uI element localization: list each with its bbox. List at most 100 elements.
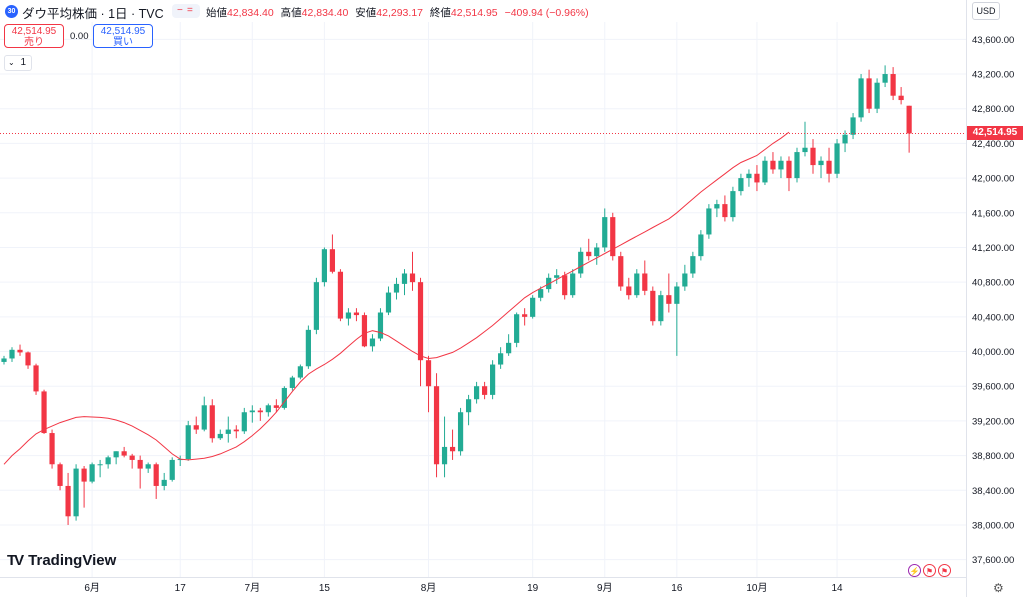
candle: [722, 195, 728, 222]
candle: [441, 416, 448, 478]
candle-body: [754, 173, 760, 183]
candle-body: [802, 147, 808, 153]
candle: [81, 466, 87, 508]
candle-body: [97, 464, 103, 466]
price-chart[interactable]: [0, 0, 966, 577]
candle: [417, 277, 424, 387]
candle-body: [137, 459, 143, 469]
candle-body: [441, 446, 448, 465]
candle: [217, 429, 223, 440]
candle-body: [794, 152, 800, 179]
candle-body: [626, 286, 632, 296]
candle-body: [850, 117, 856, 135]
candle: [161, 472, 167, 491]
candle: [770, 152, 776, 174]
candle: [17, 344, 23, 356]
sell-button[interactable]: 42,514.95 売り: [4, 24, 64, 48]
candle: [49, 429, 55, 469]
candle-body: [185, 425, 191, 460]
candle: [401, 269, 408, 296]
candle-body: [482, 386, 488, 395]
candle-body: [193, 425, 199, 430]
x-tick-label: 9月: [597, 582, 613, 594]
time-axis[interactable]: [0, 577, 966, 598]
symbol-title[interactable]: ダウ平均株価 · 1日 · TVC: [22, 7, 164, 21]
settings-gear-icon[interactable]: ⚙: [993, 581, 1004, 595]
y-tick-label: 39,200.00: [972, 416, 1014, 427]
candle: [826, 147, 832, 183]
candle: [698, 230, 704, 261]
candle-body: [401, 273, 408, 284]
x-tick-label: 7月: [245, 582, 261, 594]
price-axis-labels: 43,600.00 43,200.00 42,800.00 42,400.00 42,0…: [972, 35, 1014, 566]
candle: [522, 308, 528, 326]
candle: [586, 238, 592, 261]
candle-body: [858, 78, 864, 118]
buy-button[interactable]: 42,514.95 買い: [93, 24, 153, 48]
candle-body: [161, 479, 167, 486]
chevron-down-icon: ⌄: [8, 58, 15, 67]
candle-body: [409, 273, 416, 283]
candle: [706, 204, 712, 239]
candle: [297, 364, 303, 380]
open-label: 始値: [206, 7, 227, 19]
candle: [650, 286, 656, 326]
candle: [554, 269, 560, 284]
candle: [714, 199, 720, 218]
candle: [33, 363, 39, 395]
candle-body: [57, 464, 63, 486]
candle-body: [385, 292, 392, 313]
candle-body: [81, 468, 87, 482]
candle-body: [658, 295, 664, 322]
candle: [169, 457, 175, 482]
indicator-collapse-button[interactable]: ⌄ 1: [4, 55, 32, 71]
candle-body: [113, 451, 119, 458]
candle: [89, 462, 95, 484]
candle-body: [33, 365, 39, 392]
candle-body: [217, 433, 223, 439]
events-bar: ⚡ ⚑ ⚑: [908, 561, 953, 579]
candle: [321, 247, 327, 287]
candle: [482, 381, 488, 400]
chart-style-toggle-button[interactable]: − =: [172, 4, 200, 18]
candle-body: [586, 251, 592, 257]
candle-body: [129, 455, 135, 460]
us-flag-event-icon[interactable]: ⚑: [938, 564, 951, 577]
y-tick-label: 38,400.00: [972, 486, 1014, 497]
candle: [730, 186, 736, 222]
candle: [602, 208, 608, 252]
candle: [842, 130, 848, 153]
candle: [337, 269, 344, 322]
candle: [145, 462, 151, 473]
change-value: −409.94 (−0.96%): [504, 7, 589, 19]
candle: [874, 78, 880, 114]
candle-body: [554, 275, 560, 278]
low-value: 42,293.17: [376, 7, 423, 19]
candle: [858, 74, 864, 122]
candle-body: [506, 342, 512, 354]
candle: [898, 87, 904, 105]
candle: [890, 67, 896, 101]
candle: [289, 375, 295, 391]
candle: [369, 334, 376, 352]
candle: [834, 139, 840, 179]
candle-body: [842, 134, 848, 144]
candle: [41, 389, 47, 434]
x-tick-label: 15: [319, 583, 331, 594]
us-flag-event-icon[interactable]: ⚑: [923, 564, 936, 577]
buy-label: 買い: [113, 37, 133, 48]
candle: [345, 308, 352, 326]
candle-body: [826, 160, 832, 174]
tradingview-logo[interactable]: TV TradingView: [7, 552, 116, 569]
candle: [377, 308, 384, 342]
candle-body: [706, 208, 712, 235]
candle-body: [578, 251, 584, 274]
candle-body: [730, 191, 736, 218]
candle: [393, 277, 400, 300]
price-axis[interactable]: [966, 0, 1024, 597]
lightning-event-icon[interactable]: ⚡: [908, 564, 921, 577]
candle: [209, 399, 215, 443]
candle: [201, 396, 207, 432]
candle: [634, 269, 640, 298]
currency-selector[interactable]: USD: [972, 2, 1000, 20]
